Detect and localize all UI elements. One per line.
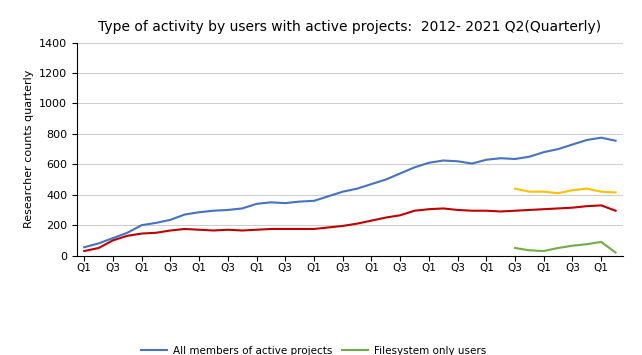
All members of active projects (411, 165, 419, 169)
Active HPC users (95, 246, 103, 250)
Active HPC users (195, 228, 203, 232)
Active HPC users (310, 227, 318, 231)
All members of active projects (497, 156, 505, 160)
All members of active projects (310, 199, 318, 203)
Active HPC users (597, 203, 605, 208)
Active HPC users (123, 234, 131, 238)
Active HPC users (281, 227, 289, 231)
Passive members of active projects (583, 186, 591, 191)
All members of active projects (123, 231, 131, 235)
All members of active projects (209, 209, 217, 213)
All members of active projects (511, 157, 519, 161)
All members of active projects (267, 200, 275, 204)
Active HPC users (554, 206, 562, 211)
Active HPC users (382, 215, 390, 220)
Line: Filesystem only users: Filesystem only users (515, 242, 616, 252)
Filesystem only users (583, 242, 591, 246)
Active HPC users (324, 225, 332, 230)
All members of active projects (540, 150, 548, 154)
Active HPC users (569, 206, 577, 210)
All members of active projects (554, 147, 562, 151)
All members of active projects (526, 154, 534, 159)
Active HPC users (368, 218, 376, 223)
Active HPC users (138, 231, 146, 236)
Filesystem only users (597, 240, 605, 244)
Active HPC users (166, 228, 174, 233)
All members of active projects (468, 162, 476, 166)
Filesystem only users (511, 246, 519, 250)
Active HPC users (238, 228, 246, 233)
All members of active projects (238, 206, 246, 211)
Active HPC users (80, 249, 88, 253)
Passive members of active projects (597, 190, 605, 194)
All members of active projects (597, 136, 605, 140)
All members of active projects (95, 241, 103, 246)
Active HPC users (425, 207, 433, 211)
All members of active projects (353, 186, 361, 191)
Active HPC users (411, 209, 419, 213)
Filesystem only users (569, 244, 577, 248)
All members of active projects (152, 221, 160, 225)
Line: Passive members of active projects: Passive members of active projects (515, 189, 616, 193)
All members of active projects (439, 158, 447, 163)
Passive members of active projects (540, 190, 548, 194)
Filesystem only users (554, 246, 562, 250)
All members of active projects (253, 202, 261, 206)
Active HPC users (483, 209, 490, 213)
All members of active projects (339, 190, 347, 194)
Active HPC users (339, 224, 347, 228)
Passive members of active projects (526, 190, 534, 194)
All members of active projects (195, 210, 203, 214)
Y-axis label: Researcher counts quarterly: Researcher counts quarterly (24, 70, 33, 228)
All members of active projects (425, 161, 433, 165)
Line: Active HPC users: Active HPC users (84, 206, 616, 251)
All members of active projects (281, 201, 289, 205)
Filesystem only users (526, 248, 534, 252)
Active HPC users (152, 231, 160, 235)
Line: All members of active projects: All members of active projects (84, 138, 616, 247)
All members of active projects (138, 223, 146, 227)
Active HPC users (253, 228, 261, 232)
All members of active projects (483, 158, 490, 162)
All members of active projects (224, 208, 232, 212)
All members of active projects (612, 138, 620, 143)
All members of active projects (382, 178, 390, 182)
Passive members of active projects (511, 186, 519, 191)
Passive members of active projects (612, 190, 620, 195)
Passive members of active projects (569, 188, 577, 192)
Filesystem only users (540, 249, 548, 253)
All members of active projects (396, 171, 404, 176)
Title: Type of activity by users with active projects:  2012- 2021 Q2(Quarterly): Type of activity by users with active pr… (98, 21, 602, 34)
All members of active projects (368, 182, 376, 186)
Active HPC users (296, 227, 304, 231)
Active HPC users (396, 213, 404, 217)
Active HPC users (224, 228, 232, 232)
Active HPC users (439, 206, 447, 211)
Active HPC users (181, 227, 189, 231)
All members of active projects (296, 200, 304, 204)
All members of active projects (166, 218, 174, 222)
All members of active projects (80, 245, 88, 249)
All members of active projects (109, 236, 117, 240)
Active HPC users (497, 209, 505, 214)
All members of active projects (324, 194, 332, 198)
All members of active projects (569, 142, 577, 147)
Active HPC users (468, 209, 476, 213)
Active HPC users (540, 207, 548, 211)
Active HPC users (267, 227, 275, 231)
Active HPC users (526, 208, 534, 212)
Active HPC users (511, 209, 519, 213)
Active HPC users (353, 222, 361, 226)
Active HPC users (583, 204, 591, 208)
Active HPC users (454, 208, 462, 212)
All members of active projects (181, 212, 189, 217)
All members of active projects (454, 159, 462, 163)
Filesystem only users (612, 250, 620, 255)
Legend: All members of active projects, Active HPC users, Filesystem only users, Passive: All members of active projects, Active H… (137, 342, 562, 355)
Active HPC users (109, 238, 117, 242)
All members of active projects (583, 138, 591, 142)
Passive members of active projects (554, 191, 562, 195)
Active HPC users (612, 209, 620, 213)
Active HPC users (209, 228, 217, 233)
